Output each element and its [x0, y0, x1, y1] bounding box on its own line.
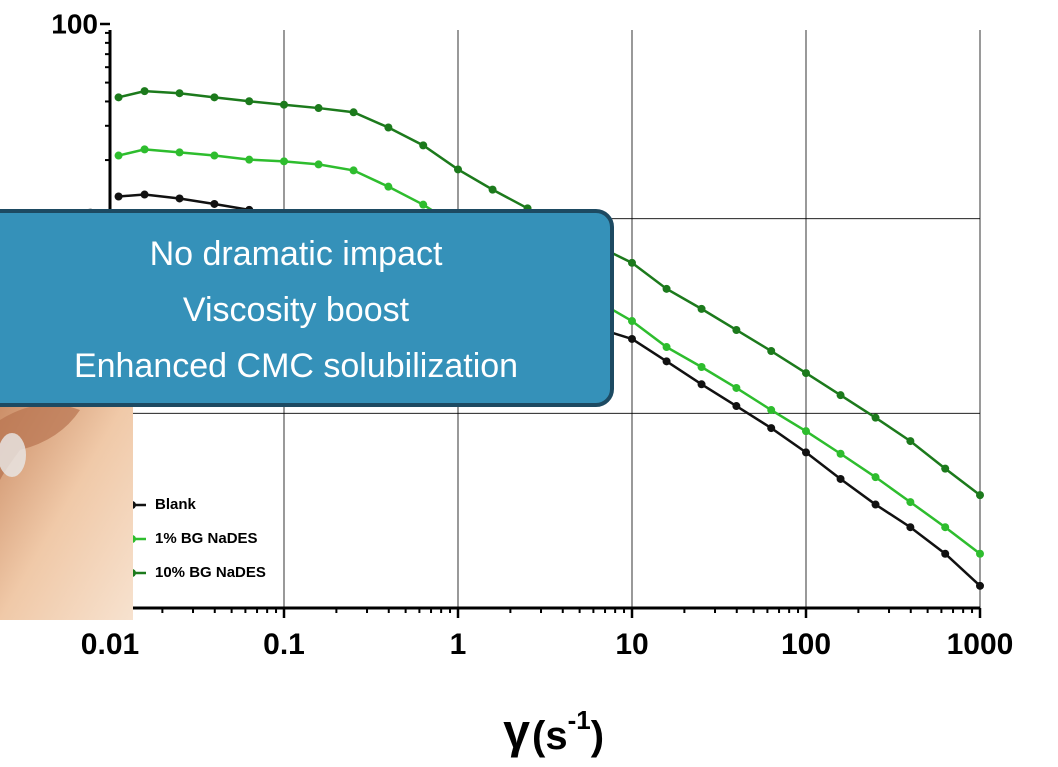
data-point [976, 549, 984, 558]
data-point [802, 427, 810, 436]
x-axis-symbol: γ [503, 706, 530, 759]
data-point [349, 108, 358, 117]
data-point [732, 402, 741, 411]
data-point [280, 157, 288, 166]
data-point [140, 190, 149, 199]
data-point [628, 317, 636, 326]
data-point [314, 104, 323, 113]
data-point [662, 284, 671, 293]
data-point [941, 523, 950, 532]
data-point [697, 380, 706, 389]
x-tick-label: 10 [615, 628, 648, 661]
x-axis-label-sup: -1 [568, 705, 591, 735]
callout-text: Enhanced CMC solubilization [74, 347, 518, 385]
data-point [628, 258, 636, 267]
data-point [767, 424, 776, 433]
data-point [114, 93, 123, 102]
data-point [210, 93, 219, 102]
data-point [767, 406, 776, 415]
data-point [802, 448, 810, 457]
photo [0, 390, 133, 620]
x-tick-label: 0.01 [81, 628, 139, 661]
legend-label: 1% BG NaDES [155, 530, 258, 547]
data-point [140, 145, 149, 154]
legend-label: Blank [155, 496, 197, 513]
data-point [384, 123, 393, 132]
data-point [732, 383, 741, 392]
legend-label: 10% BG NaDES [155, 564, 266, 581]
data-point [906, 437, 915, 446]
data-point [767, 347, 776, 356]
data-point [140, 87, 149, 96]
data-point [280, 100, 288, 109]
x-tick-label: 1000 [947, 628, 1014, 661]
x-axis-label: (s-1) [532, 705, 604, 758]
data-point [802, 369, 810, 378]
data-point [871, 413, 880, 422]
data-point [941, 464, 950, 473]
data-point [454, 165, 462, 174]
data-point [976, 581, 984, 590]
callout-text: No dramatic impact [150, 235, 443, 273]
data-point [210, 151, 219, 160]
data-point [384, 182, 393, 191]
data-point [697, 304, 706, 313]
x-tick-label: 0.1 [263, 628, 305, 661]
data-point [628, 334, 636, 343]
data-point [906, 523, 915, 532]
data-point [114, 151, 123, 160]
data-point [114, 192, 123, 201]
data-point [175, 148, 184, 157]
data-point [836, 474, 845, 483]
data-point [871, 500, 880, 509]
data-point [349, 166, 358, 175]
data-point [732, 325, 741, 334]
data-point [836, 391, 845, 400]
x-tick-label: 1 [450, 628, 467, 661]
y-tick-label: 100 [51, 8, 98, 39]
data-point [697, 362, 706, 371]
data-point [175, 194, 184, 203]
data-point [906, 498, 915, 507]
data-point [871, 473, 880, 482]
x-axis-label-close: ) [591, 714, 604, 758]
x-axis-label-text: (s [532, 714, 568, 758]
data-point [662, 343, 671, 352]
data-point [976, 491, 984, 500]
callout-text: Viscosity boost [183, 291, 410, 329]
data-point [662, 357, 671, 366]
data-point [488, 185, 497, 194]
data-point [245, 155, 254, 164]
x-tick-label: 100 [781, 628, 831, 661]
data-point [245, 97, 254, 106]
data-point [941, 549, 950, 558]
data-point [836, 449, 845, 458]
data-point [314, 160, 323, 169]
callout [0, 209, 614, 407]
data-point [210, 199, 219, 208]
data-point [419, 141, 428, 150]
data-point [419, 200, 428, 209]
data-point [175, 89, 184, 98]
